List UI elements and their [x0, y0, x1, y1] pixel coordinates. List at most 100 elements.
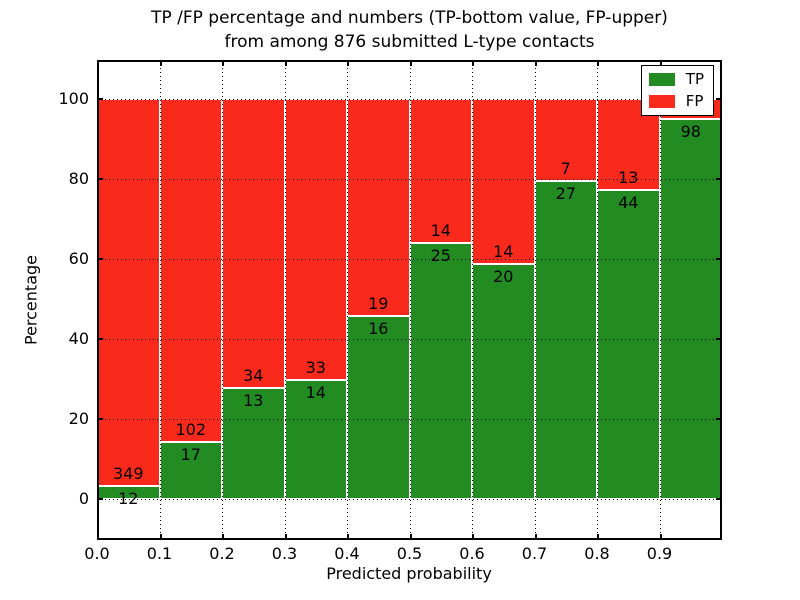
bar-segment-tp [284, 379, 347, 499]
fp-count-label: 102 [175, 419, 207, 439]
y-tick-mark [97, 338, 103, 340]
y-tick-mark [716, 338, 722, 340]
y-tick-mark [97, 498, 103, 500]
legend-row: FP [648, 92, 704, 110]
x-axis-label: Predicted probability [326, 564, 492, 583]
x-tick-mark [659, 534, 662, 540]
vertical-gridline [347, 60, 348, 540]
x-tick-mark [472, 60, 474, 66]
chart-title-line1: TP /FP percentage and numbers (TP-bottom… [151, 8, 668, 28]
y-tick-mark [716, 498, 722, 500]
x-tick-mark [347, 534, 349, 540]
x-tick-mark [409, 60, 412, 66]
bar-segment-tp [597, 190, 660, 499]
tp-legend-swatch [648, 73, 675, 86]
x-tick-mark [659, 60, 662, 66]
chart-title-line2: from among 876 submitted L-type contacts [224, 32, 595, 52]
vertical-gridline [472, 60, 473, 540]
vertical-gridline [222, 60, 223, 540]
y-tick-mark [97, 98, 103, 100]
fp-count-label: 19 [368, 294, 389, 314]
vertical-gridline [659, 60, 661, 540]
x-tick-mark [409, 534, 412, 540]
x-tick-mark [284, 534, 287, 540]
y-tick-mark [97, 178, 103, 180]
legend-item-label: TP [685, 70, 704, 88]
fp-count-label: 14 [430, 220, 451, 240]
y-tick-mark [716, 418, 722, 420]
tp-count-label: 27 [555, 184, 576, 204]
x-tick-mark [347, 60, 349, 66]
x-tick-mark [97, 534, 99, 540]
legend-row: TP [648, 70, 704, 88]
tp-count-label: 25 [430, 245, 451, 265]
x-tick-mark [222, 534, 224, 540]
x-tick-mark [472, 534, 474, 540]
legend-item-label: FP [685, 92, 704, 110]
y-tick-label: 60 [68, 249, 89, 268]
fp-count-label: 34 [243, 366, 264, 386]
vertical-gridline [284, 60, 286, 540]
bar-segment-fp [159, 99, 222, 442]
y-tick-mark [716, 178, 722, 180]
x-tick-mark [534, 534, 537, 540]
x-tick-mark [222, 60, 224, 66]
bar-segment-tp [347, 316, 410, 499]
tp-count-label: 20 [493, 266, 514, 286]
x-tick-label: 0.0 [84, 544, 110, 563]
x-tick-label: 0.1 [146, 544, 173, 563]
bar-segment-fp [472, 99, 535, 264]
y-tick-label: 100 [58, 89, 89, 108]
tp-count-label: 98 [680, 121, 701, 141]
x-tick-mark [159, 60, 162, 66]
vertical-gridline [534, 60, 536, 540]
y-tick-label: 20 [68, 409, 89, 428]
x-tick-mark [597, 60, 599, 66]
vertical-gridline [159, 60, 161, 540]
vertical-gridline [409, 60, 411, 540]
bar-segment-tp [534, 181, 597, 499]
bar-segment-fp [97, 99, 160, 486]
fp-legend-swatch [648, 95, 675, 108]
x-tick-label: 0.7 [521, 544, 548, 563]
y-tick-mark [97, 258, 103, 260]
bar-segment-tp [409, 242, 472, 499]
bar-segment-fp [284, 99, 347, 380]
fp-count-label: 33 [305, 357, 326, 377]
y-tick-mark [716, 98, 722, 100]
chart-title: TP /FP percentage and numbers (TP-bottom… [97, 6, 722, 54]
y-tick-label: 0 [78, 489, 89, 508]
x-tick-label: 0.4 [334, 544, 360, 563]
tp-count-label: 17 [180, 444, 201, 464]
x-tick-label: 0.9 [646, 544, 673, 563]
legend: TP FP [640, 65, 714, 116]
bar-segment-fp [222, 99, 285, 389]
x-tick-mark [159, 534, 162, 540]
bar-segment-tp [659, 118, 722, 499]
fp-count-label: 13 [618, 168, 639, 188]
tp-count-label: 12 [118, 488, 139, 508]
tp-count-label: 44 [618, 193, 639, 213]
tp-count-label: 14 [305, 382, 326, 402]
fp-count-label: 7 [560, 159, 571, 179]
y-tick-mark [97, 418, 103, 420]
bar-segment-tp [472, 263, 535, 499]
x-tick-mark [284, 60, 287, 66]
x-tick-label: 0.5 [396, 544, 423, 563]
vertical-gridline [597, 60, 598, 540]
x-tick-mark [534, 60, 537, 66]
bar-segment-fp [347, 99, 410, 317]
x-tick-label: 0.8 [584, 544, 610, 563]
x-tick-label: 0.3 [271, 544, 298, 563]
bar-segment-tp [159, 441, 222, 499]
fp-count-label: 14 [493, 241, 514, 261]
tp-count-label: 13 [243, 391, 264, 411]
y-tick-mark [716, 258, 722, 260]
fp-count-label: 349 [112, 463, 144, 483]
x-tick-label: 0.6 [459, 544, 485, 563]
y-tick-label: 40 [68, 329, 89, 348]
y-tick-label: 80 [68, 169, 89, 188]
plot-area: TP FP 349 12 102 17 34 13 33 14 19 16 14 25 14 20 7 27 13… [97, 60, 722, 540]
x-tick-mark [97, 60, 99, 66]
